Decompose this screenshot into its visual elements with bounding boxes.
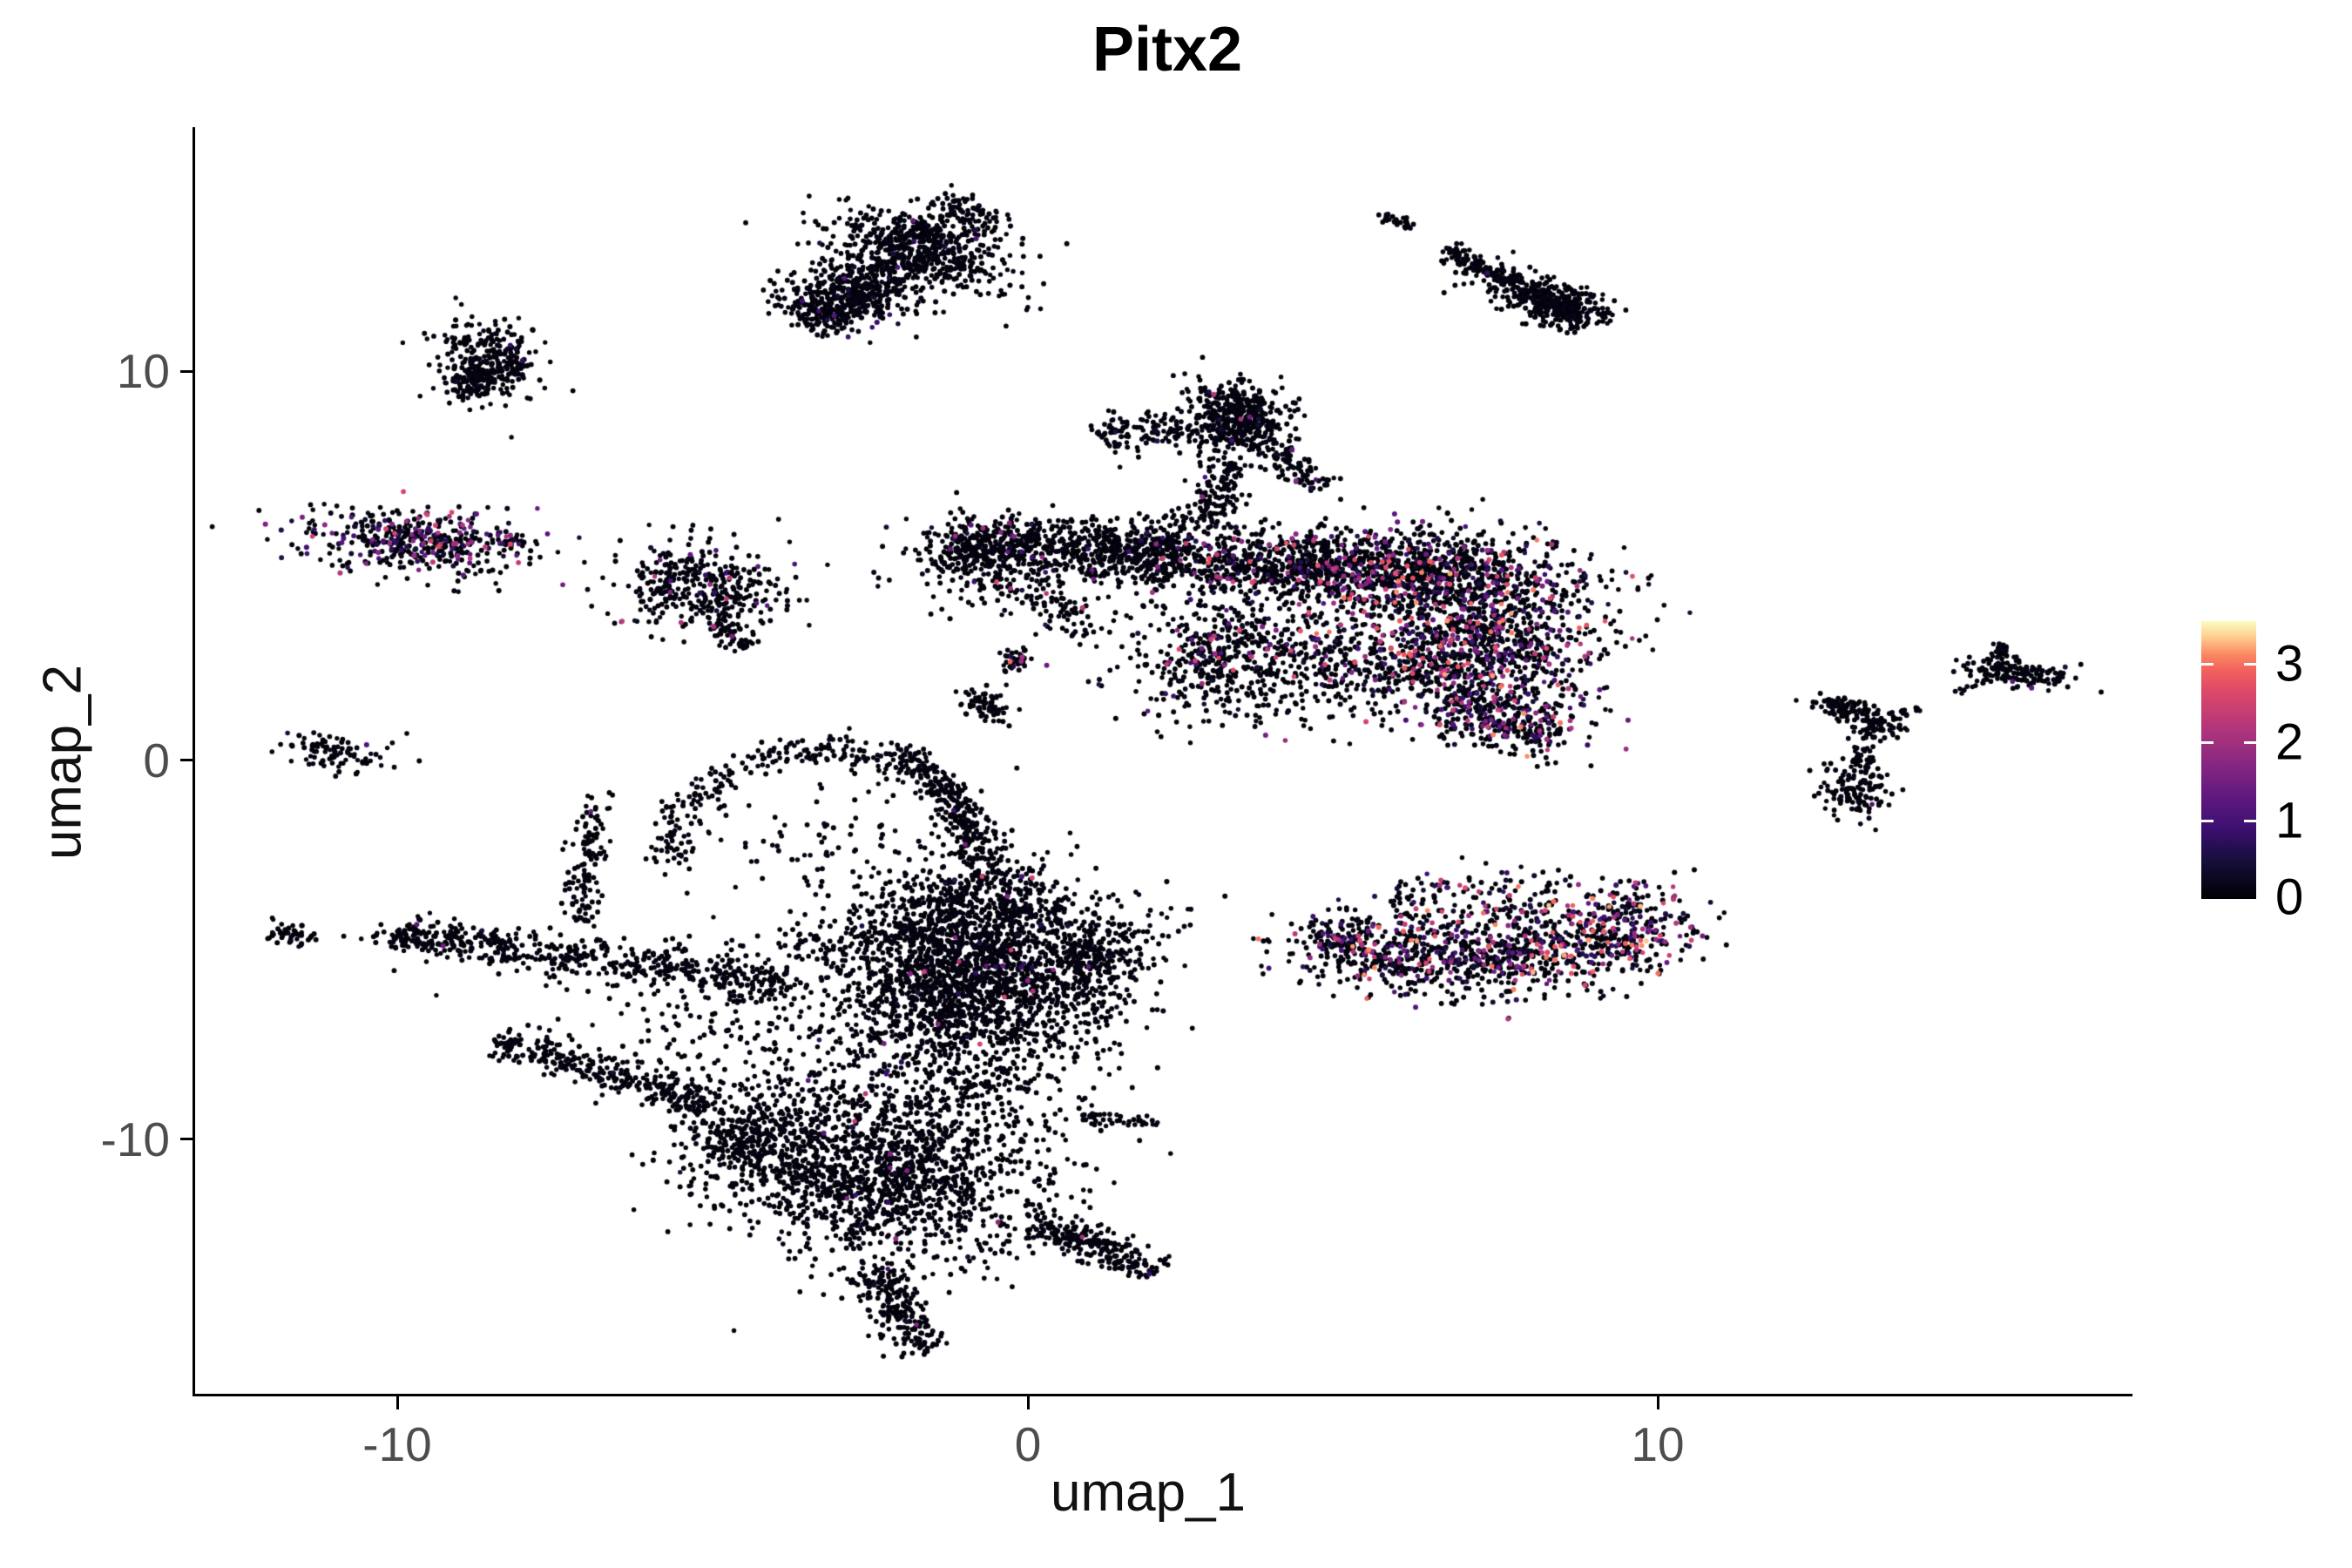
plot-title: Pitx2 [1092,15,1243,84]
y-tick-label: -10 [100,1112,171,1166]
y-tick-label: 10 [116,344,170,398]
y-tick-label: 0 [143,733,170,787]
x-tick-label: 10 [1631,1417,1685,1471]
legend-colorbar [2201,621,2256,899]
legend-tick-dash [2201,663,2213,666]
legend-tick-label: 1 [2275,792,2304,849]
x-tick-label: -10 [362,1417,432,1471]
legend-tick-dash [2244,820,2256,822]
x-tick-mark [1027,1396,1030,1409]
x-axis-title: umap_1 [1050,1463,1247,1523]
legend-tick-dash [2244,741,2256,744]
legend-tick-label: 2 [2275,713,2304,771]
x-axis-line [193,1394,2132,1396]
y-tick-mark [180,1138,193,1140]
legend-tick-label: 3 [2275,635,2304,693]
x-tick-label: 0 [1014,1417,1042,1471]
legend-tick-dash [2201,741,2213,744]
y-tick-mark [180,370,193,373]
legend-tick-dash [2244,663,2256,666]
y-axis-line [193,127,195,1396]
x-tick-mark [396,1396,399,1409]
legend-tick-dash [2201,820,2213,822]
legend-tick-label: 0 [2275,868,2304,926]
y-tick-mark [180,759,193,761]
x-tick-mark [1657,1396,1659,1409]
